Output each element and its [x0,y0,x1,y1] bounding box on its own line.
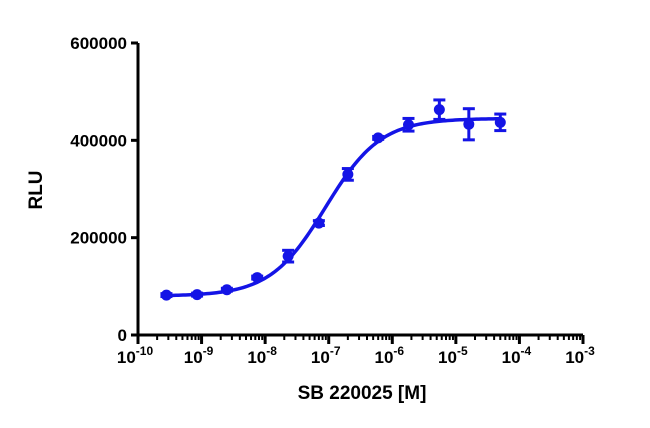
y-tick-label: 200000 [70,229,127,248]
data-point [191,289,203,301]
x-tick-label: 10-7 [311,344,341,367]
x-tick-label: 10-3 [565,344,595,367]
x-tick-label: 10-5 [438,344,468,367]
data-point [221,284,233,296]
fit-curve [166,117,501,298]
data-point [282,250,294,262]
axes: 0 200000 400000 600000 10-10 10-9 10-8 10-7 10-6… [70,34,595,367]
points-layer [160,98,507,301]
y-tick-label: 600000 [70,34,127,53]
data-point [313,217,325,229]
data-point [251,272,263,284]
fit-layer [166,117,501,298]
y-tick-label: 400000 [70,131,127,150]
x-tick-label: 10-6 [374,344,404,367]
data-point [494,116,506,128]
data-point [433,104,445,116]
y-axis-title: RLU [26,170,47,209]
x-tick-label: 10-8 [247,344,277,367]
data-point [463,118,475,130]
y-tick-label: 0 [118,326,127,345]
x-tick-label: 10-4 [502,344,532,367]
data-point [342,168,354,180]
x-tick-label: 10-10 [117,344,154,367]
data-point [372,132,384,144]
x-tick-label: 10-9 [184,344,214,367]
x-axis-title: SB 220025 [M] [298,383,427,404]
data-point [403,119,415,131]
data-point [160,289,172,301]
